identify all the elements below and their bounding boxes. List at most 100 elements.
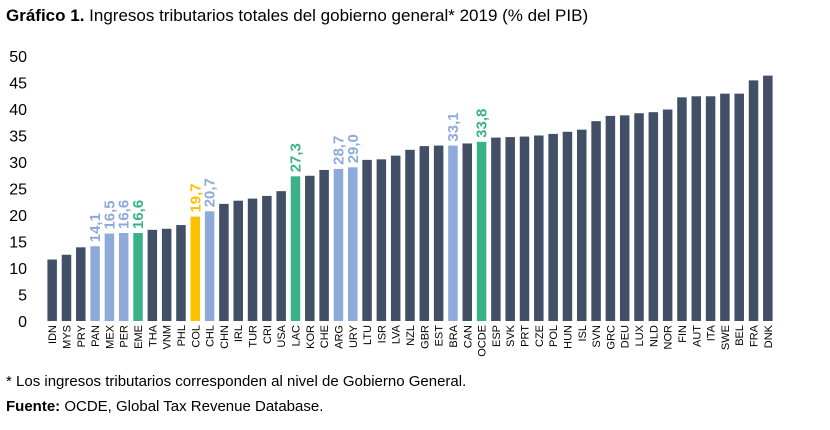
bar-swe: [720, 93, 730, 321]
bar-cze: [534, 135, 544, 321]
bar-kor: [305, 175, 315, 321]
bar-hun: [562, 131, 573, 321]
bar-vnm: [161, 228, 172, 321]
data-label: 33,1: [445, 112, 462, 141]
bar-tha: [147, 229, 158, 321]
x-tick-label: LUX: [634, 324, 646, 346]
x-tick-label: CZE: [534, 325, 546, 347]
x-tick-label: OCDE: [477, 325, 489, 357]
x-tick-label: AUT: [691, 325, 703, 347]
x-tick-label: IDN: [47, 325, 59, 344]
bar-lva: [390, 155, 401, 321]
x-tick-label: CAN: [462, 325, 474, 348]
x-tick-label: PER: [119, 325, 131, 348]
y-tick-label: 15: [9, 235, 27, 252]
bar-svn: [591, 121, 601, 321]
x-tick-label: PRT: [520, 325, 532, 347]
y-tick-label: 40: [9, 102, 27, 119]
y-tick-label: 45: [9, 76, 27, 93]
x-tick-label: ISR: [376, 325, 388, 343]
y-tick-label: 0: [18, 314, 27, 331]
bar-mex: [104, 233, 115, 321]
data-label: 27,3: [287, 143, 304, 172]
bar-ltu: [362, 159, 372, 321]
x-tick-label: TUR: [248, 325, 260, 348]
x-tick-label: KOR: [305, 325, 317, 349]
data-label: 16,6: [116, 200, 133, 229]
x-tick-label: URY: [348, 324, 360, 348]
y-tick-label: 25: [9, 182, 27, 199]
y-tick-label: 35: [9, 129, 27, 146]
x-tick-label: BEL: [734, 325, 746, 346]
x-tick-label: FIN: [677, 325, 689, 343]
x-tick-label: FRA: [749, 324, 761, 347]
x-tick-label: LVA: [391, 324, 403, 344]
data-label: 29,0: [345, 134, 362, 163]
bar-isr: [376, 159, 387, 321]
data-label: 20,7: [202, 178, 219, 207]
x-tick-label: SWE: [720, 325, 732, 350]
y-tick-label: 5: [18, 288, 27, 305]
bar-fin: [677, 97, 687, 321]
footnote: * Los ingresos tributarios corresponden …: [6, 373, 467, 390]
data-label: 33,8: [474, 109, 491, 138]
x-tick-label: HUN: [562, 325, 574, 349]
bar-est: [433, 145, 444, 321]
bar-per: [118, 233, 129, 321]
x-tick-label: VNM: [162, 325, 174, 349]
bar-lux: [634, 113, 644, 322]
x-tick-label: THA: [147, 324, 159, 347]
x-tick-label: ESP: [491, 325, 503, 347]
bar-ocde: [476, 141, 487, 321]
bar-pan: [90, 246, 100, 321]
bar-nor: [662, 109, 673, 321]
x-tick-label: CHL: [205, 325, 217, 347]
x-tick-label: DEU: [620, 325, 632, 348]
bar-lac: [290, 176, 301, 321]
x-tick-label: EME: [133, 325, 145, 349]
bar-fra: [748, 80, 759, 321]
chart-title: Gráfico 1. Ingresos tributarios totales …: [6, 6, 588, 26]
x-tick-label: IRL: [233, 325, 245, 342]
bar-isl: [577, 129, 587, 321]
data-label: 28,7: [330, 136, 347, 165]
x-tick-label: CRI: [262, 325, 274, 344]
bar-aut: [691, 96, 702, 321]
bar-dnk: [763, 75, 773, 321]
bar-can: [462, 143, 472, 321]
bar-irl: [233, 200, 243, 321]
chart-title-text: Ingresos tributarios totales del gobiern…: [84, 6, 589, 25]
x-tick-label: PAN: [90, 325, 102, 347]
data-label: 14,1: [87, 213, 104, 242]
x-tick-label: EST: [434, 325, 446, 347]
x-tick-label: SVN: [591, 325, 603, 348]
x-tick-label: PHL: [176, 325, 188, 346]
chart-title-prefix: Gráfico 1.: [6, 6, 85, 25]
bar-gbr: [419, 146, 430, 321]
bar-chl: [204, 211, 215, 321]
bar-pol: [548, 133, 558, 321]
x-tick-label: DNK: [763, 324, 775, 348]
x-tick-label: MEX: [104, 324, 116, 349]
x-tick-label: GRC: [605, 325, 617, 350]
bar-svk: [505, 137, 515, 321]
x-tick-label: GBR: [419, 325, 431, 349]
x-tick-label: PRY: [76, 324, 88, 347]
bar-cri: [262, 195, 272, 321]
bar-pry: [76, 247, 86, 321]
bar-eme: [133, 233, 143, 321]
y-tick-label: 20: [9, 208, 27, 225]
bar-arg: [333, 168, 344, 321]
x-tick-label: NLD: [648, 325, 660, 347]
x-tick-label: LTU: [362, 325, 374, 345]
bar-usa: [276, 191, 286, 321]
bar-deu: [619, 115, 630, 321]
x-tick-label: BRA: [448, 324, 460, 347]
x-tick-label: SVK: [505, 324, 517, 347]
bar-prt: [519, 136, 530, 321]
bar-nzl: [405, 149, 415, 321]
y-tick-label: 50: [9, 49, 27, 66]
data-label: 16,6: [130, 200, 147, 229]
x-tick-label: COL: [190, 325, 202, 348]
x-tick-label: POL: [548, 325, 560, 347]
